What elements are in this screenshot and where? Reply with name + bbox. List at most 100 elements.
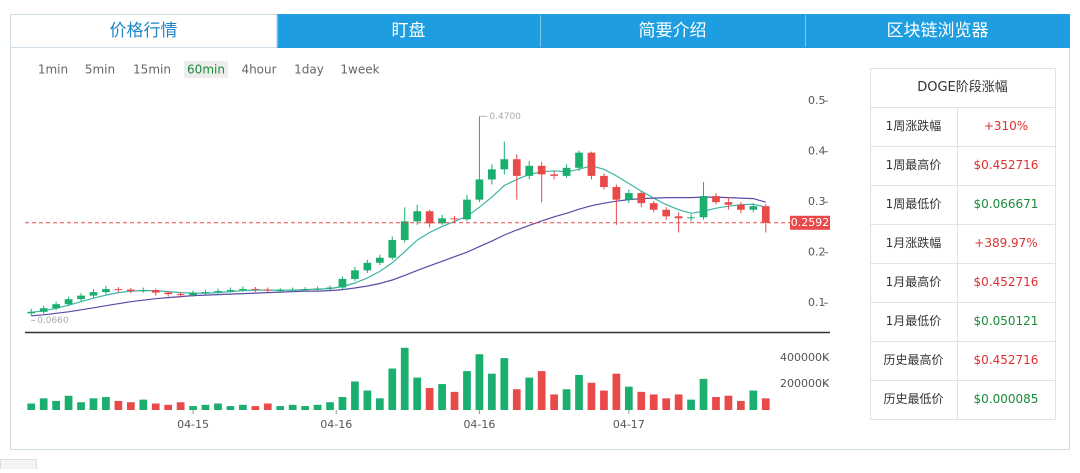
- volume-bar: [139, 399, 148, 410]
- candle-body: [674, 216, 683, 219]
- volume-bar: [189, 406, 197, 410]
- interval-button[interactable]: 1min: [38, 63, 68, 77]
- volume-bar: [126, 402, 135, 410]
- candle-body: [201, 292, 210, 294]
- volume-bar: [438, 384, 446, 410]
- volume-bar: [425, 387, 434, 410]
- stat-value: $0.000085: [974, 392, 1039, 406]
- volume-bar: [226, 406, 235, 410]
- stat-label: 历史最低价: [883, 392, 943, 406]
- volume-bar: [313, 404, 322, 410]
- candle-body: [114, 289, 123, 291]
- interval-button[interactable]: 4hour: [241, 63, 276, 77]
- x-tick-label: 04-16: [463, 418, 495, 431]
- tab[interactable]: [805, 14, 1070, 48]
- stat-value: +389.97%: [974, 236, 1037, 250]
- tab-label[interactable]: 区块链浏览器: [887, 21, 989, 41]
- candle-body: [575, 152, 583, 168]
- volume-bar: [587, 382, 596, 410]
- stat-label: 1月涨跌幅: [886, 235, 942, 250]
- candle-body: [488, 169, 496, 180]
- stat-value: $0.452716: [974, 275, 1039, 289]
- candle-body: [176, 294, 185, 296]
- volume-bar: [214, 403, 222, 410]
- volume-bar: [326, 402, 334, 410]
- volume-bar: [562, 389, 571, 410]
- candle-body: [500, 159, 509, 170]
- candle-body: [313, 288, 322, 290]
- candle-body: [139, 290, 148, 292]
- volume-bar: [550, 394, 558, 410]
- candle-body: [239, 289, 247, 291]
- tab-label[interactable]: 价格行情: [110, 21, 178, 41]
- volume-bar: [712, 397, 720, 410]
- candle-body: [363, 262, 372, 271]
- volume-bar: [624, 386, 633, 410]
- volume-bar: [749, 390, 758, 410]
- volume-bar: [251, 406, 260, 410]
- candle-body: [687, 217, 695, 219]
- volume-bar: [699, 378, 708, 410]
- y-tick-label: 0.5: [808, 94, 826, 107]
- candle-body: [214, 291, 222, 293]
- volume-bar: [151, 403, 160, 410]
- interval-button[interactable]: 1week: [340, 63, 379, 77]
- candle-body: [550, 174, 558, 176]
- interval-active-bg: [184, 61, 228, 78]
- interval-button[interactable]: 5min: [85, 63, 115, 77]
- stat-value: $0.452716: [974, 158, 1039, 172]
- interval-button[interactable]: 15min: [133, 63, 171, 77]
- stat-label: 1月最低价: [886, 314, 942, 328]
- volume-bar: [338, 397, 347, 410]
- candle-body: [425, 211, 434, 224]
- volume-bar: [662, 398, 671, 410]
- tab[interactable]: [10, 14, 277, 48]
- volume-bar: [276, 406, 285, 410]
- candle-body: [637, 193, 646, 204]
- volume-bar: [89, 398, 98, 410]
- x-tick-label: 04-15: [177, 418, 209, 431]
- volume-bar: [649, 394, 658, 410]
- volume-bar: [301, 406, 309, 410]
- stats-title: DOGE阶段涨幅: [917, 80, 1008, 95]
- stat-label: 1月最高价: [886, 274, 942, 289]
- volume-bar: [450, 391, 459, 410]
- stat-value: $0.066671: [974, 197, 1039, 211]
- volume-bar: [375, 398, 384, 410]
- candle-body: [126, 289, 135, 292]
- bottom-tab: [0, 459, 37, 472]
- candle-body: [438, 218, 446, 224]
- volume-bar: [263, 403, 272, 410]
- candle-body: [761, 206, 770, 223]
- volume-bar: [363, 390, 372, 410]
- candle-body: [562, 167, 571, 176]
- tab-label[interactable]: 盯盘: [392, 21, 426, 41]
- volume-bar: [388, 368, 397, 410]
- tab-label[interactable]: 简要介绍: [639, 21, 707, 41]
- interval-button[interactable]: 1day: [294, 63, 324, 77]
- stat-label: 1周最高价: [886, 157, 942, 172]
- volume-bar: [600, 390, 608, 410]
- volume-bar: [761, 398, 770, 410]
- tab[interactable]: [540, 14, 805, 48]
- candle-body: [288, 289, 297, 291]
- volume-bar: [475, 354, 484, 410]
- candle-body: [662, 209, 671, 217]
- candle-body: [102, 289, 110, 293]
- volume-tick-label: 400000K: [780, 351, 830, 364]
- volume-bar: [64, 395, 73, 410]
- stat-value: $0.452716: [974, 353, 1039, 367]
- interval-button[interactable]: 60min: [187, 63, 225, 77]
- x-tick-label: 04-16: [320, 418, 352, 431]
- volume-bar: [114, 400, 123, 410]
- candle-body: [27, 311, 36, 314]
- tab[interactable]: [277, 14, 540, 48]
- stat-label: 历史最高价: [883, 352, 943, 367]
- stats-table: [870, 68, 1056, 420]
- y-tick-label: 0.2: [808, 246, 826, 259]
- volume-bar: [288, 404, 297, 410]
- volume-bar: [102, 397, 110, 410]
- candle-body: [413, 211, 422, 222]
- volume-bar: [687, 399, 695, 410]
- candle-body: [712, 196, 720, 203]
